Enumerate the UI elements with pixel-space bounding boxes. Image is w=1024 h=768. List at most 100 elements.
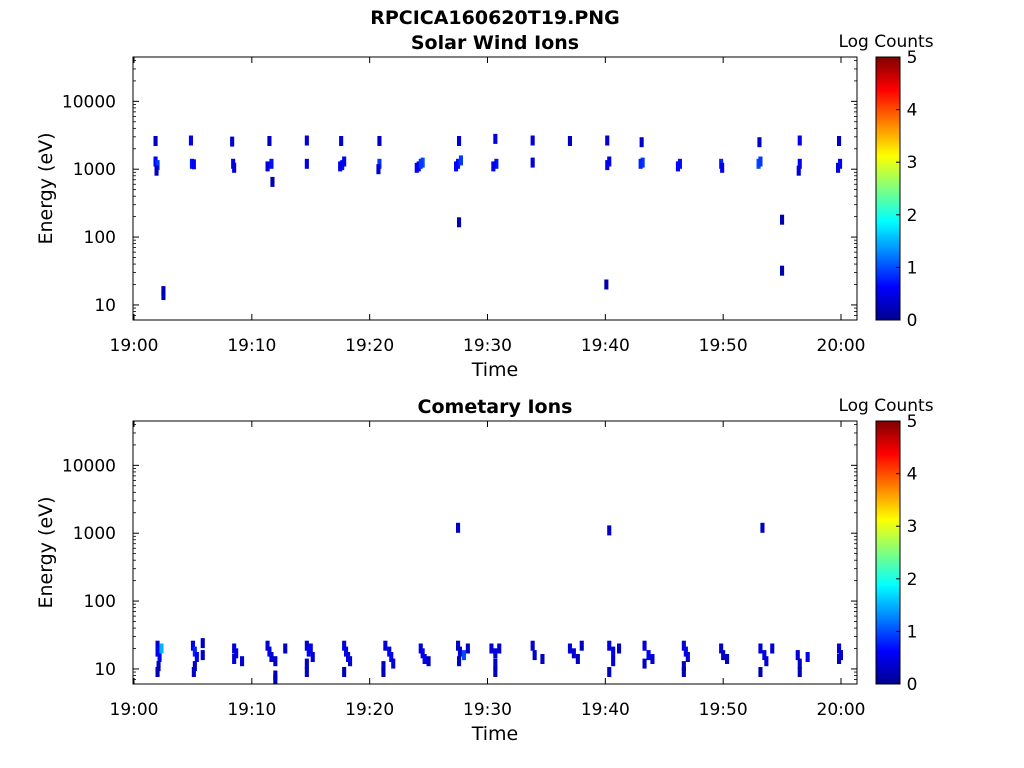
data-cell <box>454 161 459 172</box>
x-tick-label: 19:30 <box>463 700 512 720</box>
data-cell <box>675 161 680 172</box>
data-cell <box>837 136 842 146</box>
data-cell <box>575 654 580 664</box>
data-cell <box>155 160 160 171</box>
data-cell <box>154 165 159 176</box>
spectrogram-cells <box>155 522 843 685</box>
data-cell <box>273 656 278 667</box>
data-cell <box>381 661 386 672</box>
data-cell <box>805 652 810 662</box>
data-cell <box>493 658 498 669</box>
data-cell <box>837 654 842 664</box>
data-cell <box>159 643 164 654</box>
data-cell <box>461 650 466 661</box>
data-cell <box>153 136 158 146</box>
colorbar-tick-label: 0 <box>907 675 918 695</box>
data-cell <box>192 661 197 672</box>
data-cell <box>646 650 651 661</box>
data-cell <box>770 643 775 654</box>
data-cell <box>650 654 655 664</box>
y-tick-label: 10 <box>94 660 116 680</box>
data-cell <box>339 136 344 146</box>
data-cell <box>348 656 353 667</box>
data-cell <box>762 650 767 661</box>
data-cell <box>719 643 724 654</box>
data-cell <box>342 667 347 677</box>
y-tick-label: 10000 <box>62 92 116 112</box>
data-cell <box>190 640 195 651</box>
data-cell <box>381 667 386 677</box>
data-cell <box>491 161 496 172</box>
x-tick-label: 20:00 <box>817 336 866 356</box>
colorbar-tick-label: 5 <box>907 412 918 432</box>
data-cell <box>265 640 270 651</box>
data-cell <box>267 646 272 657</box>
data-cell <box>494 158 499 169</box>
plot-frame <box>132 56 858 321</box>
x-tick-label: 19:00 <box>110 700 159 720</box>
data-cell <box>155 646 160 657</box>
data-cell <box>567 643 572 654</box>
colorbar-label: Log Counts <box>838 396 933 416</box>
data-cell <box>780 214 785 225</box>
y-tick-label: 1000 <box>73 524 116 544</box>
data-cell <box>617 643 622 654</box>
colorbar-tick-label: 5 <box>907 48 918 68</box>
data-cell <box>304 667 309 677</box>
spectrogram-cells <box>153 133 843 300</box>
data-cell <box>265 161 270 172</box>
data-cell <box>283 643 288 654</box>
data-cell <box>797 135 802 146</box>
x-tick-label: 19:20 <box>345 700 394 720</box>
data-cell <box>270 176 275 187</box>
data-cell <box>383 640 388 651</box>
data-cell <box>780 265 785 276</box>
data-cell <box>267 136 272 146</box>
data-cell <box>758 156 763 167</box>
data-cell <box>304 658 309 669</box>
data-cell <box>191 667 196 677</box>
data-cell <box>457 646 462 657</box>
data-cell <box>605 135 610 146</box>
y-tick-label: 10000 <box>62 456 116 476</box>
data-cell <box>456 640 461 651</box>
data-cell <box>757 137 762 148</box>
data-cell <box>796 165 801 176</box>
data-cell <box>155 667 160 677</box>
data-cell <box>310 652 315 662</box>
data-cell <box>273 674 278 685</box>
data-cell <box>391 658 396 669</box>
data-cell <box>540 654 545 664</box>
x-tick-label: 19:40 <box>581 336 630 356</box>
data-cell <box>758 643 763 654</box>
data-cell <box>758 667 763 677</box>
data-cell <box>720 162 725 173</box>
data-cell <box>639 137 644 148</box>
data-cell <box>389 652 394 662</box>
data-cell <box>681 640 686 651</box>
data-cell <box>338 161 343 172</box>
colorbar-label: Log Counts <box>838 32 933 52</box>
data-cell <box>532 650 537 661</box>
data-cell <box>304 135 309 146</box>
data-cell <box>232 654 237 664</box>
x-tick-label: 20:00 <box>817 700 866 720</box>
data-cell <box>579 640 584 651</box>
data-cell <box>530 640 535 651</box>
data-cell <box>530 157 535 168</box>
data-cell <box>304 158 309 169</box>
data-cell <box>194 652 199 662</box>
data-cell <box>376 164 381 175</box>
data-cell <box>308 643 313 654</box>
data-cell <box>230 136 235 147</box>
data-cell <box>269 158 274 169</box>
data-cell <box>377 136 382 146</box>
x-tick-label: 19:20 <box>345 336 394 356</box>
data-cell <box>489 643 494 654</box>
data-cell <box>200 638 205 649</box>
data-cell <box>377 158 382 169</box>
data-cell <box>685 652 690 662</box>
colorbar-tick-label: 2 <box>907 570 918 590</box>
